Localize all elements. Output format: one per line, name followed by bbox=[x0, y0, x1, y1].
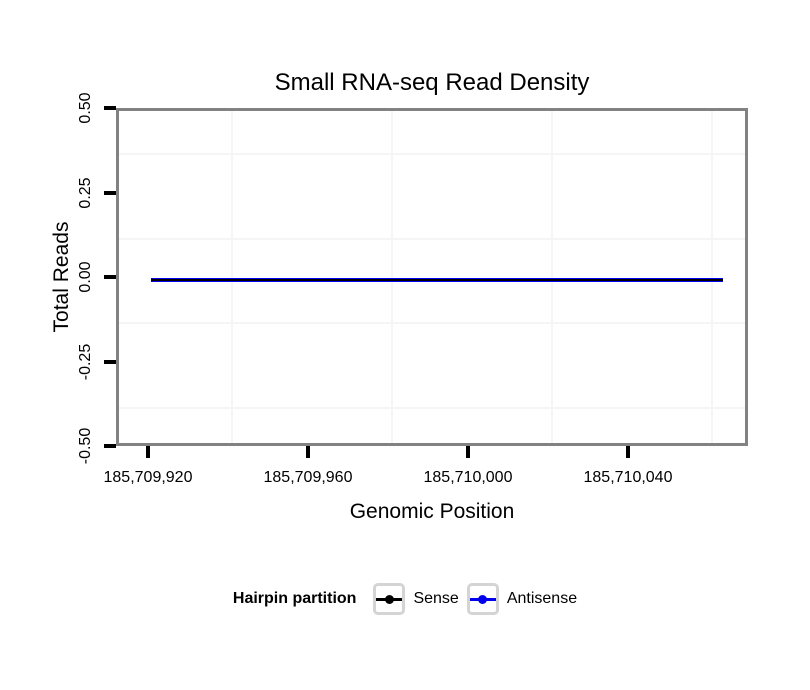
minor-gridline-horizontal bbox=[119, 407, 745, 409]
x-tick-label: 185,710,040 bbox=[583, 469, 673, 486]
y-tick-mark bbox=[104, 360, 116, 364]
legend-key-antisense bbox=[466, 583, 499, 615]
minor-gridline-vertical bbox=[551, 111, 553, 443]
plot-title: Small RNA-seq Read Density bbox=[274, 69, 590, 96]
y-tick-mark bbox=[104, 275, 116, 279]
y-axis-title: Total Reads bbox=[50, 221, 73, 333]
y-tick-mark bbox=[104, 106, 116, 110]
minor-gridline-horizontal bbox=[119, 322, 745, 324]
legend: Hairpin partition Sense Antisense bbox=[0, 582, 810, 616]
sense-point-icon bbox=[384, 594, 394, 604]
x-tick-mark bbox=[466, 446, 470, 458]
legend-label-antisense: Antisense bbox=[506, 590, 578, 607]
minor-gridline-horizontal bbox=[119, 153, 745, 155]
y-tick-mark bbox=[104, 191, 116, 195]
x-tick-mark bbox=[146, 446, 150, 458]
series-line-sense bbox=[151, 279, 723, 281]
x-tick-mark bbox=[306, 446, 310, 458]
legend-label-sense: Sense bbox=[413, 590, 459, 607]
x-tick-label: 185,709,920 bbox=[103, 469, 193, 486]
x-axis-title: Genomic Position bbox=[349, 500, 515, 523]
x-tick-label: 185,710,000 bbox=[423, 469, 513, 486]
minor-gridline-vertical bbox=[711, 111, 713, 443]
legend-title: Hairpin partition bbox=[232, 590, 357, 607]
y-tick-mark bbox=[104, 444, 116, 448]
y-tick-label: 0.50 bbox=[77, 92, 94, 124]
antisense-point-icon bbox=[478, 594, 488, 604]
x-tick-label: 185,709,960 bbox=[263, 469, 353, 486]
y-tick-label: 0.00 bbox=[77, 261, 94, 293]
minor-gridline-horizontal bbox=[119, 238, 745, 240]
minor-gridline-vertical bbox=[391, 111, 393, 443]
legend-key-sense bbox=[373, 583, 406, 615]
minor-gridline-vertical bbox=[231, 111, 233, 443]
y-tick-label: -0.25 bbox=[77, 343, 94, 381]
plot-panel bbox=[116, 108, 748, 446]
y-tick-label: -0.50 bbox=[77, 427, 94, 465]
y-tick-label: 0.25 bbox=[77, 177, 94, 209]
x-tick-mark bbox=[626, 446, 630, 458]
